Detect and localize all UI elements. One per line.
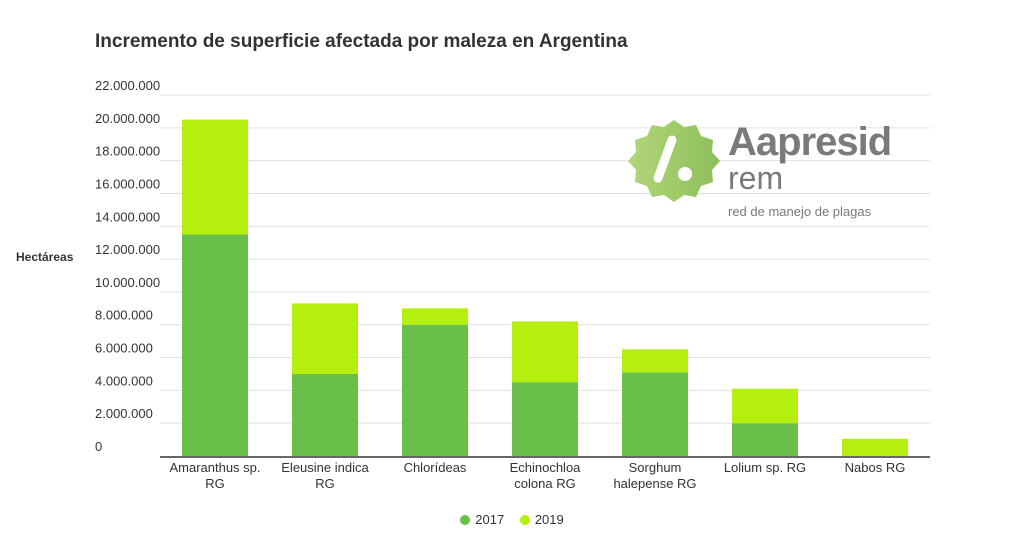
bar-2017 [182, 234, 248, 456]
x-tick-label: Echinochloa [510, 460, 582, 475]
legend-item-2017[interactable]: 2017 [460, 512, 504, 527]
logo-text: Aapresid rem red de manejo de plagas [728, 120, 892, 219]
legend-marker [519, 515, 530, 525]
x-tick-label: Sorghum [629, 460, 682, 475]
bar-2017 [512, 382, 578, 456]
x-tick-label: RG [315, 476, 335, 491]
aapresid-logo [626, 118, 722, 209]
x-tick-label: RG [205, 476, 225, 491]
legend-marker [460, 515, 471, 525]
y-tick-label: 22.000.000 [95, 78, 160, 93]
y-tick-label: 14.000.000 [95, 209, 160, 224]
y-tick-label: 6.000.000 [95, 341, 153, 356]
y-tick-label: 12.000.000 [95, 242, 160, 257]
bar-2019 [512, 321, 578, 383]
x-tick-label: Amaranthus sp. [169, 460, 260, 475]
legend-item-2019[interactable]: 2019 [519, 512, 564, 527]
x-tick-label: Chlorídeas [404, 460, 467, 475]
bar-2019 [402, 308, 468, 325]
legend: 2017 2019 [0, 512, 1024, 527]
x-tick-label: colona RG [514, 476, 575, 491]
bar-2017 [622, 372, 688, 456]
y-tick-label: 0 [95, 439, 102, 454]
y-tick-label: 18.000.000 [95, 144, 160, 159]
x-tick-label: Eleusine indica [281, 460, 369, 475]
y-tick-label: 20.000.000 [95, 111, 160, 126]
chart-title: Incremento de superficie afectada por ma… [95, 31, 628, 52]
bar-2019 [622, 349, 688, 373]
bar-2017 [292, 373, 358, 456]
y-tick-label: 16.000.000 [95, 176, 160, 191]
bar-2019 [292, 303, 358, 374]
bar-2019 [842, 438, 908, 456]
x-tick-label: Lolium sp. RG [724, 460, 806, 475]
y-tick-label: 4.000.000 [95, 373, 153, 388]
bar-2019 [182, 119, 248, 235]
bar-2017 [732, 423, 798, 456]
x-tick-label: halepense RG [613, 476, 696, 491]
y-tick-label: 10.000.000 [95, 275, 160, 290]
y-tick-label: 8.000.000 [95, 308, 153, 323]
bar-2017 [402, 324, 468, 456]
x-tick-label: Nabos RG [845, 460, 906, 475]
y-axis-label: Hectáreas [16, 250, 74, 264]
y-tick-label: 2.000.000 [95, 406, 153, 421]
bar-2019 [732, 388, 798, 424]
